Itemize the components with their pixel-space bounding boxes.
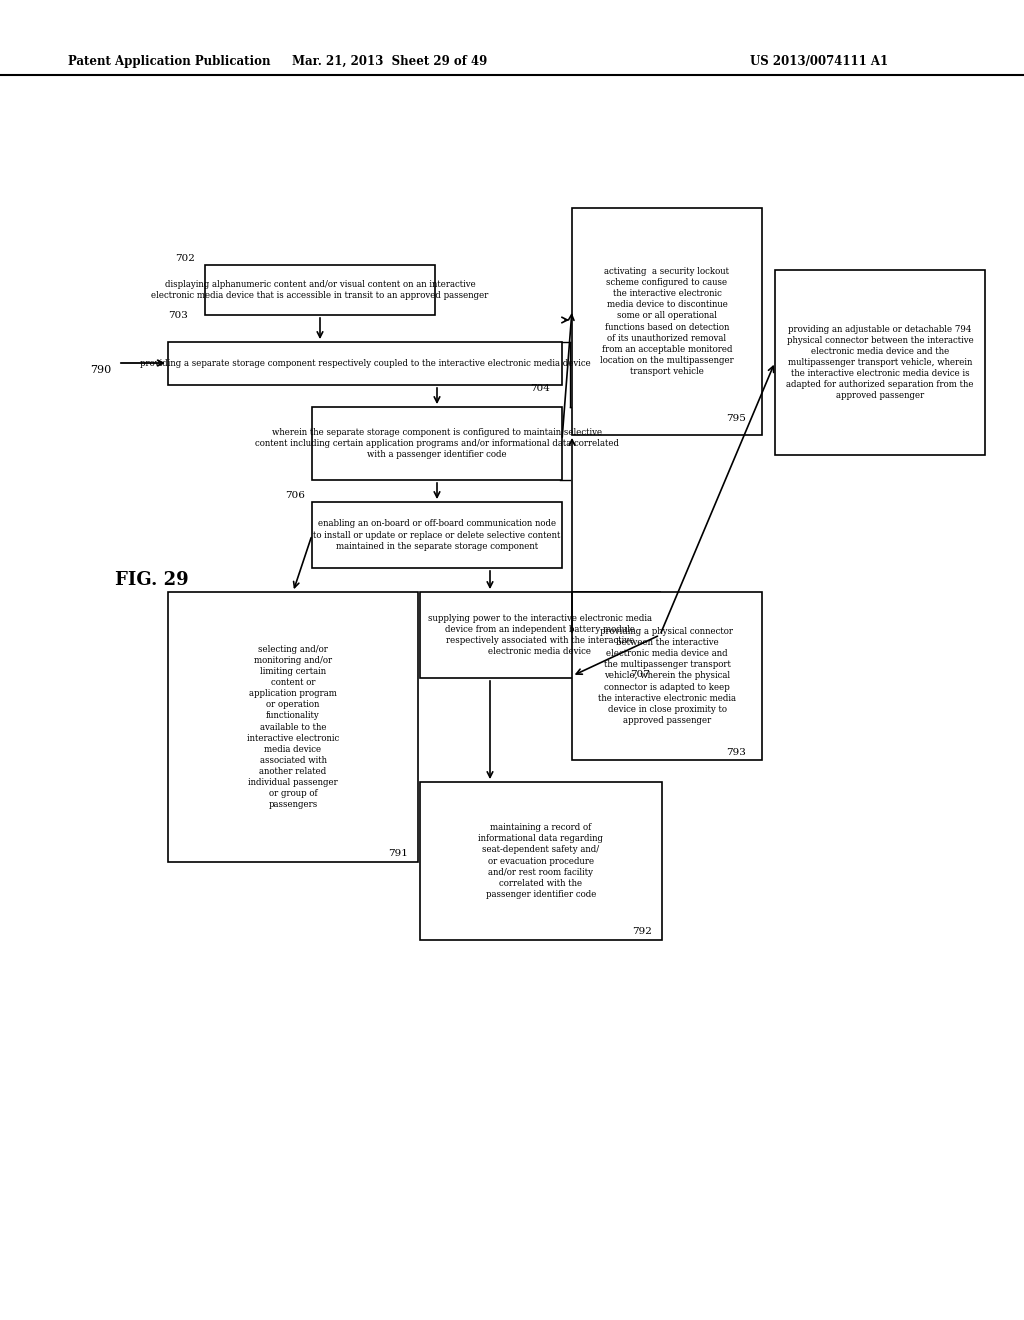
Text: 790: 790: [90, 366, 112, 375]
Text: 702: 702: [175, 253, 195, 263]
Text: US 2013/0074111 A1: US 2013/0074111 A1: [750, 55, 888, 69]
Text: 791: 791: [388, 849, 408, 858]
Text: maintaining a record of
informational data regarding
seat-dependent safety and/
: maintaining a record of informational da…: [478, 824, 603, 899]
Bar: [205, 265, 435, 315]
Bar: [420, 591, 660, 678]
Bar: [312, 407, 562, 480]
Text: supplying power to the interactive electronic media
device from an independent b: supplying power to the interactive elect…: [428, 614, 652, 656]
Bar: [312, 502, 562, 568]
Text: wherein the separate storage component is configured to maintain selective
conte: wherein the separate storage component i…: [255, 428, 618, 459]
Text: enabling an on-board or off-board communication node
to install or update or rep: enabling an on-board or off-board commun…: [313, 519, 561, 550]
Text: 792: 792: [632, 927, 652, 936]
Text: 793: 793: [726, 748, 745, 756]
Bar: [168, 342, 562, 385]
Bar: [168, 591, 418, 862]
Text: providing a separate storage component respectively coupled to the interactive e: providing a separate storage component r…: [139, 359, 591, 368]
Bar: [775, 271, 985, 455]
Text: 706: 706: [285, 491, 305, 500]
Text: providing an adjustable or detachable 794
physical connector between the interac: providing an adjustable or detachable 79…: [786, 325, 974, 400]
Text: displaying alphanumeric content and/or visual content on an interactive
electron: displaying alphanumeric content and/or v…: [152, 280, 488, 300]
Text: 703: 703: [168, 312, 187, 319]
Text: Mar. 21, 2013  Sheet 29 of 49: Mar. 21, 2013 Sheet 29 of 49: [293, 55, 487, 69]
Text: providing a physical connector
between the interactive
electronic media device a: providing a physical connector between t…: [598, 627, 736, 725]
Bar: [572, 591, 762, 760]
Text: activating  a security lockout
scheme configured to cause
the interactive electr: activating a security lockout scheme con…: [600, 267, 734, 376]
Bar: [572, 209, 762, 436]
Text: 795: 795: [726, 414, 745, 422]
Text: Patent Application Publication: Patent Application Publication: [68, 55, 270, 69]
Text: FIG. 29: FIG. 29: [115, 572, 188, 589]
Text: 704: 704: [530, 384, 550, 393]
Bar: [420, 781, 662, 940]
Text: 707: 707: [630, 671, 650, 678]
Text: selecting and/or
monitoring and/or
limiting certain
content or
application progr: selecting and/or monitoring and/or limit…: [247, 644, 339, 809]
